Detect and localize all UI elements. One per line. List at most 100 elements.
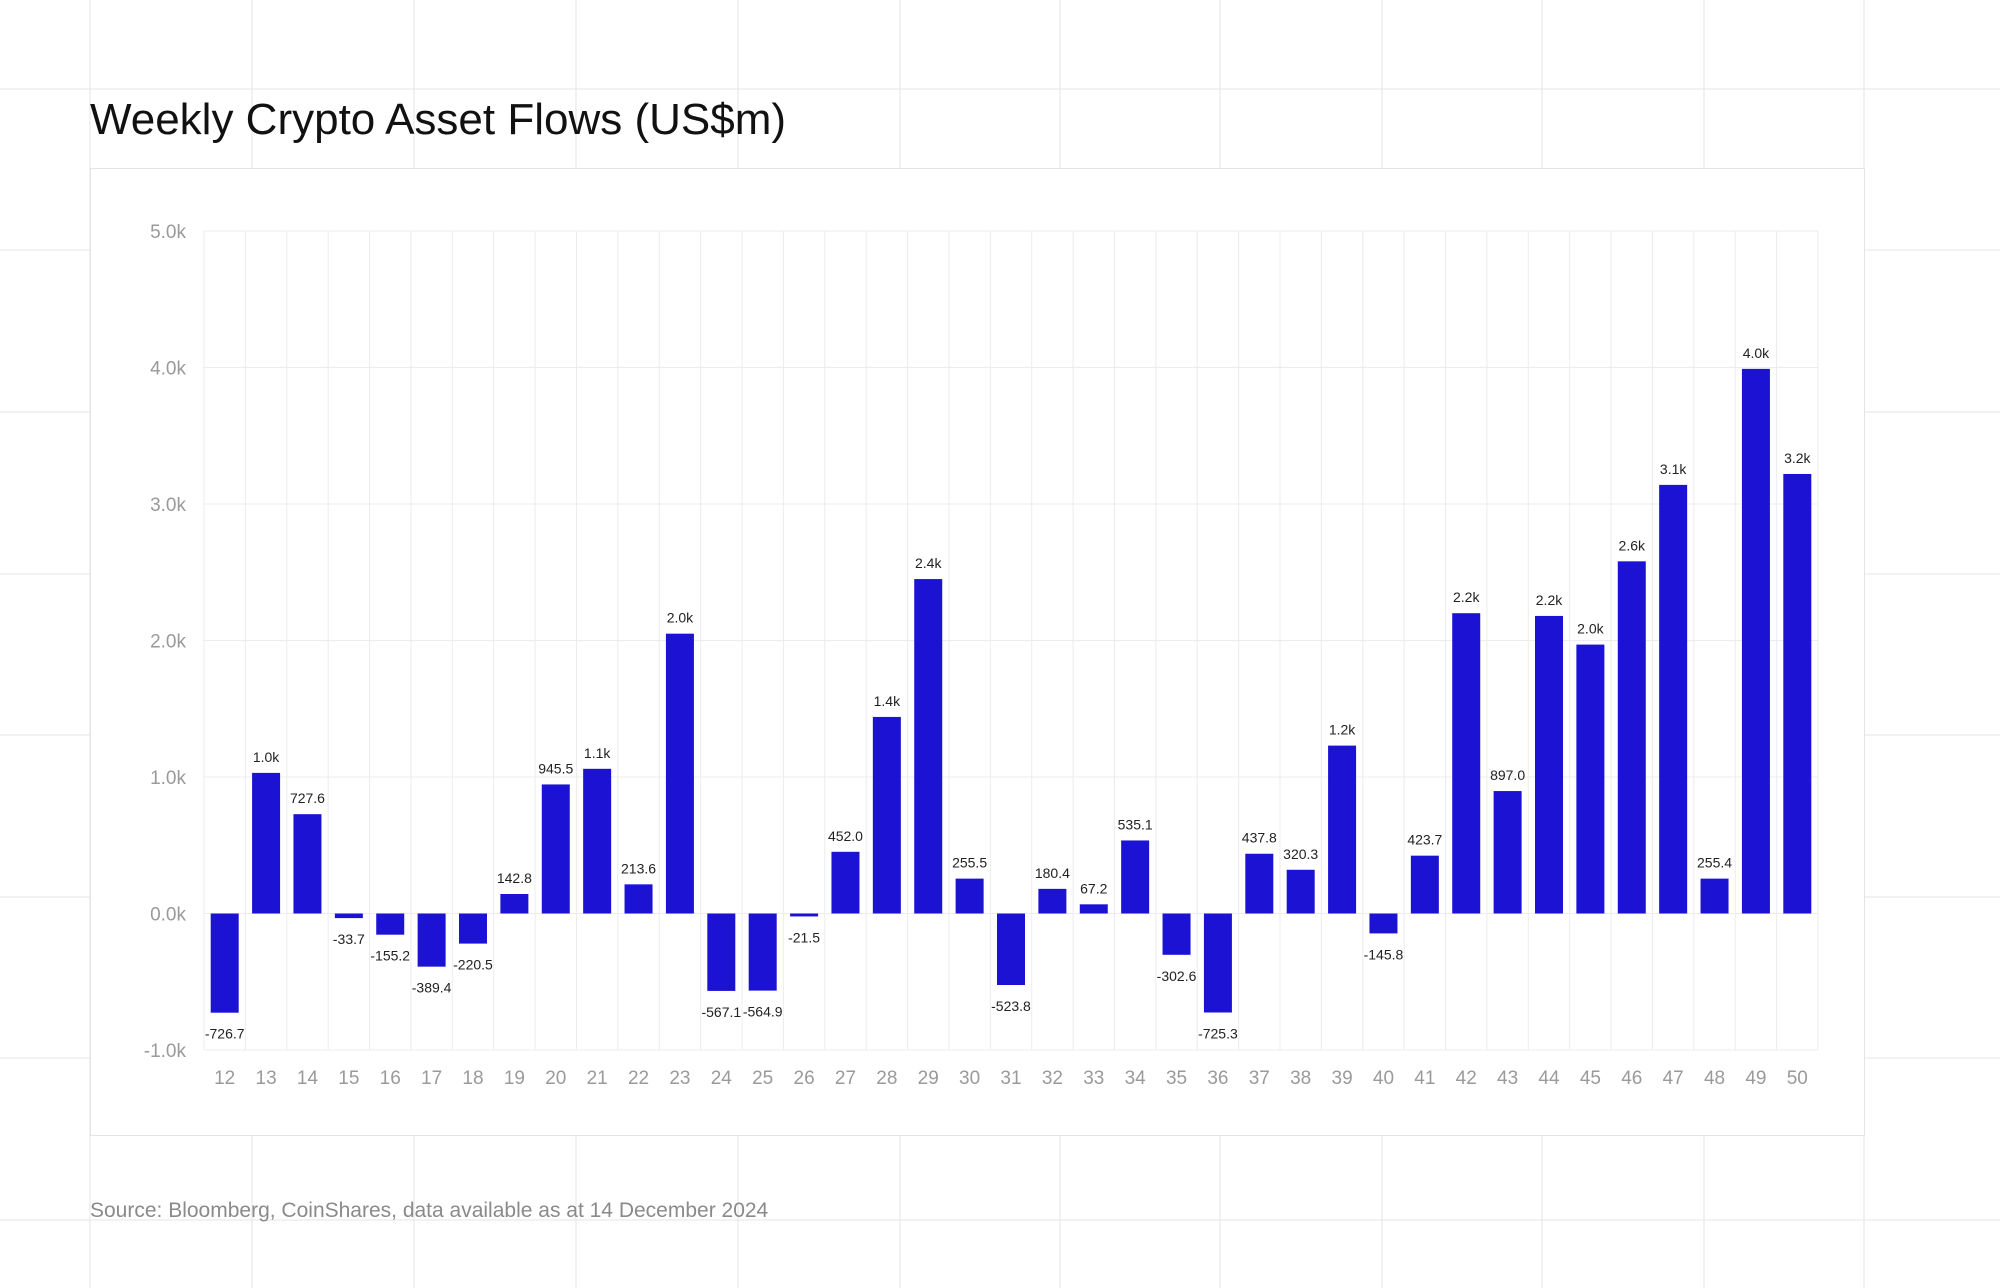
bar <box>1369 913 1398 934</box>
bar <box>1700 878 1729 914</box>
data-label: 180.4 <box>1035 865 1070 881</box>
bar <box>831 851 860 914</box>
bar <box>541 784 570 914</box>
bar <box>707 913 736 991</box>
data-label: -725.3 <box>1198 1026 1238 1042</box>
bar <box>872 716 901 914</box>
x-tick-label: 50 <box>1787 1068 1808 1089</box>
bar <box>417 913 446 967</box>
x-tick-label: 40 <box>1373 1068 1394 1089</box>
data-label: -567.1 <box>701 1004 741 1020</box>
bar <box>1079 904 1108 914</box>
x-tick-label: 49 <box>1745 1068 1766 1089</box>
bar <box>748 913 777 991</box>
x-tick-label: 14 <box>297 1068 319 1089</box>
x-tick-label: 15 <box>338 1068 359 1089</box>
x-tick-label: 25 <box>752 1068 773 1089</box>
x-tick-label: 33 <box>1083 1068 1104 1089</box>
bar <box>210 913 239 1013</box>
bar <box>955 878 984 914</box>
data-label: 897.0 <box>1490 767 1525 783</box>
x-tick-label: 17 <box>421 1068 442 1089</box>
bar <box>583 768 612 914</box>
x-tick-label: 27 <box>835 1068 856 1089</box>
bar <box>1121 840 1150 914</box>
bar <box>790 913 819 917</box>
y-tick-label: 5.0k <box>150 222 186 243</box>
data-label: 3.2k <box>1784 450 1811 466</box>
data-label: 142.8 <box>497 870 532 886</box>
bar <box>1328 745 1357 914</box>
x-tick-label: 44 <box>1538 1068 1560 1089</box>
data-label: 535.1 <box>1118 816 1153 832</box>
bar <box>1452 613 1481 914</box>
x-tick-label: 46 <box>1621 1068 1642 1089</box>
data-label: 2.0k <box>1577 621 1604 637</box>
x-tick-label: 31 <box>1000 1068 1021 1089</box>
x-tick-label: 24 <box>711 1068 733 1089</box>
bar <box>997 913 1025 985</box>
data-label: 2.2k <box>1536 592 1563 608</box>
source-note: Source: Bloomberg, CoinShares, data avai… <box>90 1199 769 1222</box>
x-tick-label: 45 <box>1580 1068 1601 1089</box>
x-tick-label: 48 <box>1704 1068 1725 1089</box>
chart-title: Weekly Crypto Asset Flows (US$m) <box>90 95 787 144</box>
x-tick-label: 38 <box>1290 1068 1311 1089</box>
bar <box>665 633 694 914</box>
bar <box>376 913 405 935</box>
bar <box>1493 791 1522 914</box>
data-label: -21.5 <box>788 929 820 945</box>
data-label: 452.0 <box>828 828 863 844</box>
data-label: 67.2 <box>1080 880 1107 896</box>
x-tick-label: 42 <box>1456 1068 1477 1089</box>
bar <box>1535 615 1563 914</box>
x-tick-label: 39 <box>1332 1068 1353 1089</box>
x-tick-label: 22 <box>628 1068 649 1089</box>
data-label: 1.0k <box>253 749 280 765</box>
y-tick-label: 3.0k <box>150 495 186 516</box>
y-tick-label: 4.0k <box>150 359 186 380</box>
data-label: 727.6 <box>290 790 325 806</box>
data-label: -33.7 <box>333 931 365 947</box>
data-label: -389.4 <box>412 980 452 996</box>
x-tick-label: 36 <box>1207 1068 1228 1089</box>
bar <box>624 884 653 914</box>
x-tick-label: 19 <box>504 1068 525 1089</box>
data-label: 423.7 <box>1407 832 1442 848</box>
data-label: 255.5 <box>952 855 987 871</box>
x-tick-label: 32 <box>1042 1068 1063 1089</box>
data-label: -302.6 <box>1157 968 1197 984</box>
x-tick-label: 47 <box>1663 1068 1684 1089</box>
data-label: 2.0k <box>667 610 694 626</box>
data-label: 1.1k <box>584 745 611 761</box>
bar <box>1245 853 1274 914</box>
data-label: 3.1k <box>1660 461 1687 477</box>
x-tick-label: 12 <box>214 1068 235 1089</box>
data-label: -564.9 <box>743 1004 783 1020</box>
data-label: 945.5 <box>538 760 573 776</box>
bar <box>334 913 363 919</box>
bar <box>1162 913 1191 955</box>
data-label: -523.8 <box>991 998 1031 1014</box>
bar <box>500 894 529 914</box>
data-label: 437.8 <box>1242 830 1277 846</box>
x-tick-label: 28 <box>876 1068 897 1089</box>
bar <box>1038 888 1067 914</box>
x-tick-label: 41 <box>1414 1068 1435 1089</box>
chart-panel <box>90 168 1865 1136</box>
data-label: 1.4k <box>874 693 901 709</box>
data-label: 255.4 <box>1697 855 1732 871</box>
data-label: 320.3 <box>1283 846 1318 862</box>
data-label: -155.2 <box>370 948 410 964</box>
x-tick-label: 23 <box>669 1068 690 1089</box>
x-tick-label: 18 <box>462 1068 483 1089</box>
x-tick-label: 35 <box>1166 1068 1187 1089</box>
bar <box>1741 368 1770 914</box>
x-tick-label: 26 <box>794 1068 815 1089</box>
data-label: 2.4k <box>915 555 942 571</box>
y-tick-label: 2.0k <box>150 632 186 653</box>
data-label: 4.0k <box>1743 345 1770 361</box>
x-tick-label: 37 <box>1249 1068 1270 1089</box>
x-tick-label: 43 <box>1497 1068 1518 1089</box>
